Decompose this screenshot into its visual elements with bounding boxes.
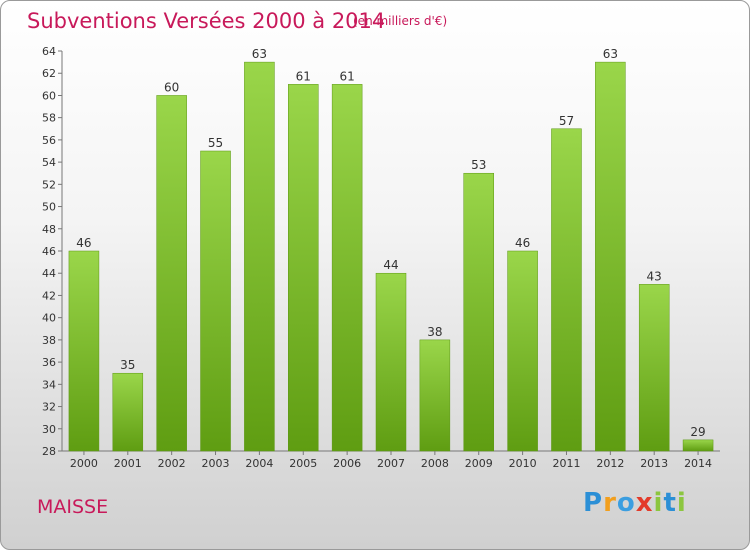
y-tick-label: 42 xyxy=(42,289,56,302)
bar xyxy=(244,61,275,452)
y-tick-label: 44 xyxy=(42,267,56,280)
y-tick-label: 32 xyxy=(42,401,56,414)
data-label: 63 xyxy=(603,47,618,61)
value-labels: 46 35 60 55 63 61 61 44 38 53 46 57 63 43 29 xyxy=(76,47,705,439)
logo-letter: i xyxy=(653,488,664,518)
x-tick-label: 2001 xyxy=(114,457,142,470)
logo-letter: P xyxy=(583,488,604,518)
y-tick-label: 64 xyxy=(42,45,56,58)
bar xyxy=(331,84,363,452)
bar xyxy=(112,372,144,452)
x-tick-label: 2011 xyxy=(552,457,580,470)
data-label: 57 xyxy=(559,114,574,128)
y-tick-label: 34 xyxy=(42,378,56,391)
bar xyxy=(551,128,582,452)
y-tick-label: 40 xyxy=(42,312,56,325)
y-tick-label: 38 xyxy=(42,334,56,347)
y-tick-label: 56 xyxy=(42,134,56,147)
y-tick-label: 52 xyxy=(42,178,56,191)
y-tick-label: 36 xyxy=(42,356,56,369)
x-tick-label: 2000 xyxy=(70,457,98,470)
bar xyxy=(507,250,538,452)
data-label: 46 xyxy=(515,236,530,250)
bar xyxy=(375,272,407,452)
bar xyxy=(288,84,319,452)
y-tick-label: 50 xyxy=(42,201,56,214)
data-label: 29 xyxy=(690,425,705,439)
bar xyxy=(68,250,100,452)
bar xyxy=(200,150,231,452)
chart-title: Subventions Versées 2000 à 2014 xyxy=(27,9,386,33)
x-tick-label: 2013 xyxy=(640,457,668,470)
x-tick-label: 2005 xyxy=(289,457,317,470)
y-tick-label: 48 xyxy=(42,223,56,236)
bar xyxy=(156,95,187,452)
data-label: 61 xyxy=(296,69,311,83)
data-label: 43 xyxy=(647,269,662,283)
data-label: 63 xyxy=(252,47,267,61)
chart-subtitle: (en milliers d'€) xyxy=(353,14,448,28)
y-tick-label: 46 xyxy=(42,245,56,258)
bar xyxy=(682,439,714,452)
x-tick-label: 2004 xyxy=(245,457,273,470)
data-label: 60 xyxy=(164,80,179,94)
y-tick-label: 54 xyxy=(42,156,56,169)
data-label: 38 xyxy=(427,325,442,339)
logo-letter: o xyxy=(616,488,636,518)
bar xyxy=(638,284,670,452)
x-tick-label: 2006 xyxy=(333,457,361,470)
y-axis-ticks: 28 30 32 34 36 38 40 42 44 46 48 50 52 54 56 58 60 62 64 xyxy=(42,45,62,458)
x-tick-label: 2014 xyxy=(684,457,712,470)
x-tick-label: 2003 xyxy=(202,457,230,470)
y-tick-label: 62 xyxy=(42,67,56,80)
y-tick-label: 60 xyxy=(42,89,56,102)
y-tick-label: 58 xyxy=(42,112,56,125)
logo-letter: t xyxy=(663,488,677,518)
x-tick-label: 2008 xyxy=(421,457,449,470)
x-tick-label: 2007 xyxy=(377,457,405,470)
data-label: 35 xyxy=(120,358,135,372)
data-label: 46 xyxy=(76,236,91,250)
x-axis-ticks: 2000 2001 2002 2003 2004 2005 2006 2007 2008 2009… xyxy=(70,451,712,470)
commune-name: MAISSE xyxy=(37,496,109,518)
proxiti-logo: Proxiti xyxy=(583,488,687,518)
x-tick-label: 2010 xyxy=(509,457,537,470)
logo-letter: x xyxy=(635,488,654,518)
logo-letter: r xyxy=(603,488,617,518)
data-label: 53 xyxy=(471,158,486,172)
bar xyxy=(419,339,451,452)
logo-letter: i xyxy=(676,488,687,518)
x-tick-label: 2002 xyxy=(158,457,186,470)
bars xyxy=(68,61,714,452)
y-tick-label: 28 xyxy=(42,445,56,458)
y-tick-label: 30 xyxy=(42,423,56,436)
data-label: 44 xyxy=(383,258,398,272)
data-label: 61 xyxy=(339,69,354,83)
x-tick-label: 2009 xyxy=(465,457,493,470)
bar xyxy=(463,172,494,452)
x-tick-label: 2012 xyxy=(596,457,624,470)
data-label: 55 xyxy=(208,136,223,150)
bar xyxy=(595,61,626,452)
